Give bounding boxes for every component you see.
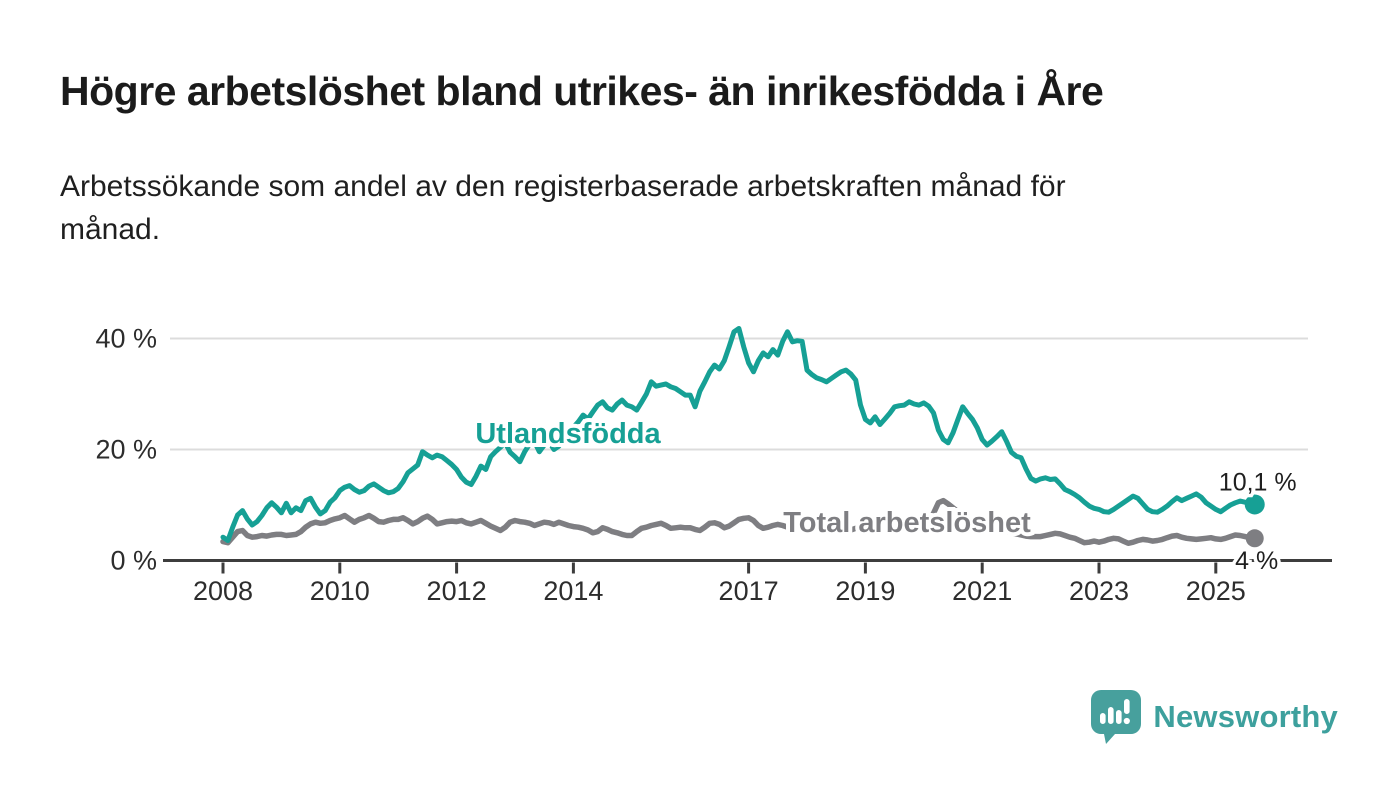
bar-2 xyxy=(1108,707,1114,724)
y-tick-label: 40 % xyxy=(95,324,157,354)
series-end-dot xyxy=(1244,494,1265,515)
x-tick-label: 2008 xyxy=(193,576,253,606)
exclamation-bar xyxy=(1124,699,1130,714)
x-tick-label: 2012 xyxy=(427,576,487,606)
x-tick-label: 2017 xyxy=(719,576,779,606)
series-label-total: Total arbetslöshet xyxy=(783,507,1031,539)
x-tick-label: 2023 xyxy=(1069,576,1129,606)
x-tick-label: 2019 xyxy=(835,576,895,606)
x-tick-label: 2010 xyxy=(310,576,370,606)
page-title: Högre arbetslöshet bland utrikes- än inr… xyxy=(60,68,1104,114)
series-end-label: 4 % xyxy=(1235,547,1278,575)
bar-1 xyxy=(1100,713,1106,724)
newsworthy-brand: Newsworthy xyxy=(1091,690,1338,744)
y-tick-label: 20 % xyxy=(95,435,157,465)
series-line-utlandsfodda xyxy=(220,326,1258,543)
newsworthy-logo-text: Newsworthy xyxy=(1153,699,1338,734)
chart-subtitle: Arbetssökande som andel av den registerb… xyxy=(60,170,1066,246)
y-tick-label: 0 % xyxy=(110,546,157,576)
x-tick-label: 2021 xyxy=(952,576,1012,606)
x-tick-label: 2025 xyxy=(1186,576,1246,606)
x-tick-label: 2014 xyxy=(543,576,603,606)
exclamation-dot xyxy=(1124,717,1131,725)
series-label-utlandsfodda: Utlandsfödda xyxy=(475,418,661,450)
series-end-dot xyxy=(1245,529,1264,548)
bar-3 xyxy=(1116,710,1122,724)
series-line-total xyxy=(220,497,1258,547)
series-end-label: 10,1 % xyxy=(1219,468,1297,496)
newsworthy-logo-icon xyxy=(1091,690,1142,744)
